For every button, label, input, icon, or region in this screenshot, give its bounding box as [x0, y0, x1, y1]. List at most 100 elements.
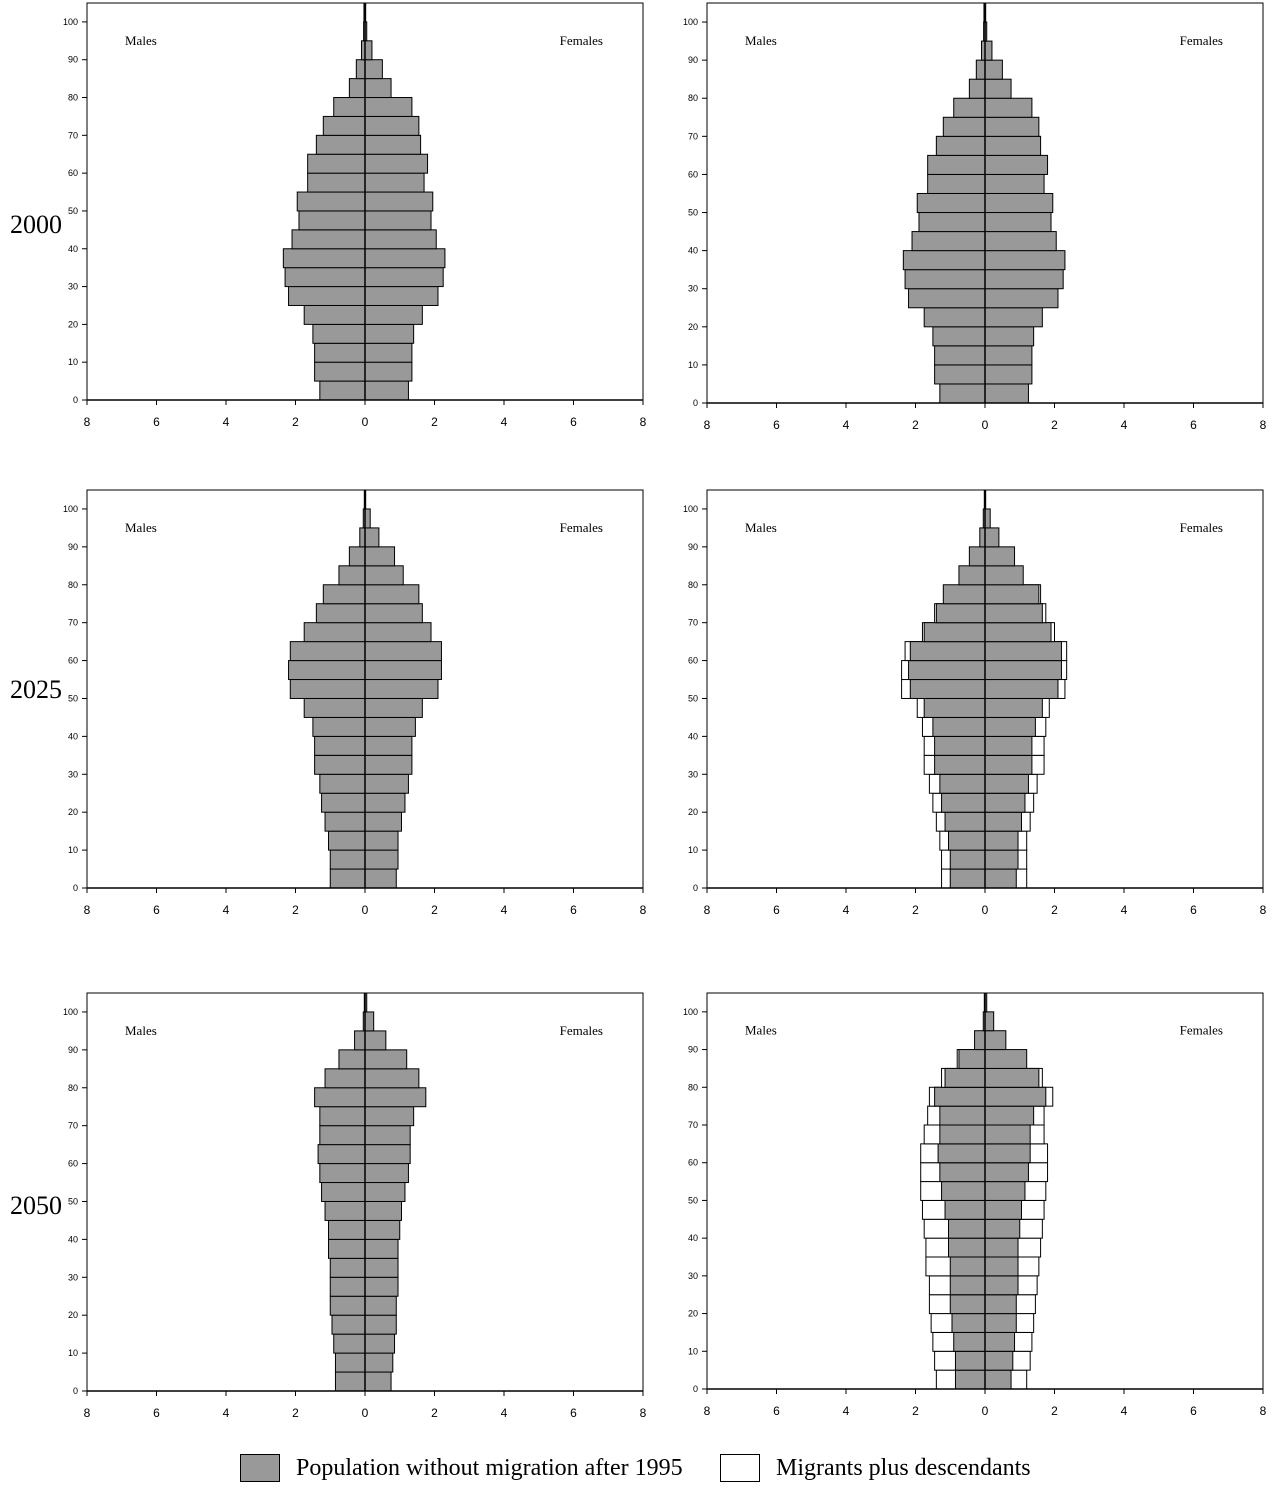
bar-female-base: [364, 1030, 387, 1051]
bar-male-base: [949, 1294, 986, 1315]
y-tick-label: 10: [688, 360, 698, 370]
x-tick-label: 0: [362, 1406, 369, 1420]
y-tick-label: 90: [688, 55, 698, 65]
bar-male-base: [307, 172, 366, 193]
bar-male-base: [317, 1144, 366, 1165]
x-tick-label: 2: [1051, 418, 1058, 432]
bar-female-base: [364, 697, 423, 718]
y-tick-label: 50: [68, 693, 78, 703]
bar-female-base: [364, 1182, 406, 1202]
bar-male-base: [941, 1181, 986, 1201]
bar-female-base: [364, 584, 420, 605]
bar-female-base: [984, 269, 1064, 290]
x-tick-label: 8: [1260, 418, 1267, 432]
bar-male-base: [288, 286, 366, 306]
legend-item-migrants: Migrants plus descendants: [720, 1454, 1031, 1482]
y-tick-label: 80: [68, 93, 78, 103]
bar-female-base: [364, 1163, 409, 1184]
bar-female-base: [364, 641, 442, 662]
bar-female-base: [984, 1162, 1029, 1183]
bar-female-base: [364, 660, 442, 681]
bar-male-base: [338, 565, 366, 586]
bar-female-base: [984, 849, 1019, 870]
x-tick-label: 0: [362, 415, 369, 429]
bar-male-base: [939, 1162, 986, 1183]
bar-male-base: [354, 1030, 366, 1051]
bar-female-base: [364, 1219, 401, 1240]
bar-male-base: [319, 1125, 366, 1146]
bar-female-base: [364, 1276, 399, 1297]
bar-male-base: [944, 1199, 986, 1220]
x-tick-label: 4: [223, 1406, 230, 1420]
x-tick-label: 8: [1260, 903, 1267, 917]
bar-male-base: [321, 1182, 366, 1202]
legend-label-migrants: Migrants plus descendants: [776, 1454, 1031, 1481]
x-tick-label: 0: [982, 903, 989, 917]
bar-male-base: [954, 1350, 986, 1371]
x-tick-label: 8: [704, 903, 711, 917]
bar-female-base: [364, 248, 446, 269]
bar-male-base: [927, 173, 986, 194]
bar-female-base: [984, 868, 1017, 889]
year-label: 2000: [10, 210, 62, 239]
bar-female-base: [364, 849, 399, 870]
x-tick-label: 2: [912, 1404, 919, 1418]
bar-female-base: [984, 173, 1045, 194]
bar-male-base: [328, 1238, 366, 1259]
bar-male-base: [942, 584, 986, 605]
year-label: 2025: [10, 675, 62, 704]
bar-male-base: [303, 304, 366, 325]
bar-male-base: [918, 212, 986, 233]
bar-female-base: [984, 679, 1059, 699]
bar-male-base: [948, 1218, 986, 1239]
legend-label-base: Population without migration after 1995: [296, 1454, 683, 1481]
x-tick-label: 6: [153, 903, 160, 917]
x-tick-label: 6: [153, 415, 160, 429]
bar-male-base: [289, 641, 366, 662]
females-label: Females: [1180, 1023, 1223, 1038]
bar-male-base: [937, 1143, 986, 1164]
y-tick-label: 90: [68, 1045, 78, 1055]
bar-male-base: [941, 792, 986, 813]
bar-female-base: [984, 364, 1033, 385]
y-tick-label: 0: [693, 883, 698, 893]
bar-female-base: [364, 1314, 397, 1335]
bar-female-base: [364, 754, 413, 775]
year-label: 2050: [10, 1191, 62, 1220]
bar-female-base: [364, 191, 434, 212]
bar-female-base: [984, 1199, 1022, 1220]
bar-male-base: [319, 380, 366, 401]
bar-female-base: [984, 641, 1062, 662]
bar-male-base: [331, 1314, 366, 1335]
bar-male-base: [289, 679, 366, 699]
bar-female-base: [364, 78, 392, 99]
y-tick-label: 10: [688, 845, 698, 855]
bar-female-base: [984, 716, 1036, 737]
bar-female-base: [364, 735, 413, 756]
bar-female-base: [984, 811, 1022, 832]
bar-female-base: [984, 735, 1033, 756]
y-tick-label: 60: [688, 169, 698, 179]
bar-male-base: [315, 134, 366, 155]
bar-female-base: [364, 267, 444, 288]
bar-female-base: [984, 59, 1003, 80]
bar-female-base: [364, 40, 373, 61]
bar-male-base: [303, 697, 366, 718]
y-tick-label: 70: [688, 131, 698, 141]
x-tick-label: 2: [1051, 1404, 1058, 1418]
bar-male-base: [282, 248, 366, 269]
bar-female-base: [984, 1105, 1035, 1126]
bar-female-base: [984, 135, 1042, 156]
y-tick-label: 50: [68, 206, 78, 216]
bar-male-base: [954, 1369, 986, 1390]
y-tick-label: 80: [68, 580, 78, 590]
bar-male-base: [934, 754, 986, 775]
females-label: Females: [560, 33, 603, 48]
x-tick-label: 4: [843, 903, 850, 917]
bar-female-base: [364, 773, 409, 794]
bar-female-base: [364, 97, 413, 117]
